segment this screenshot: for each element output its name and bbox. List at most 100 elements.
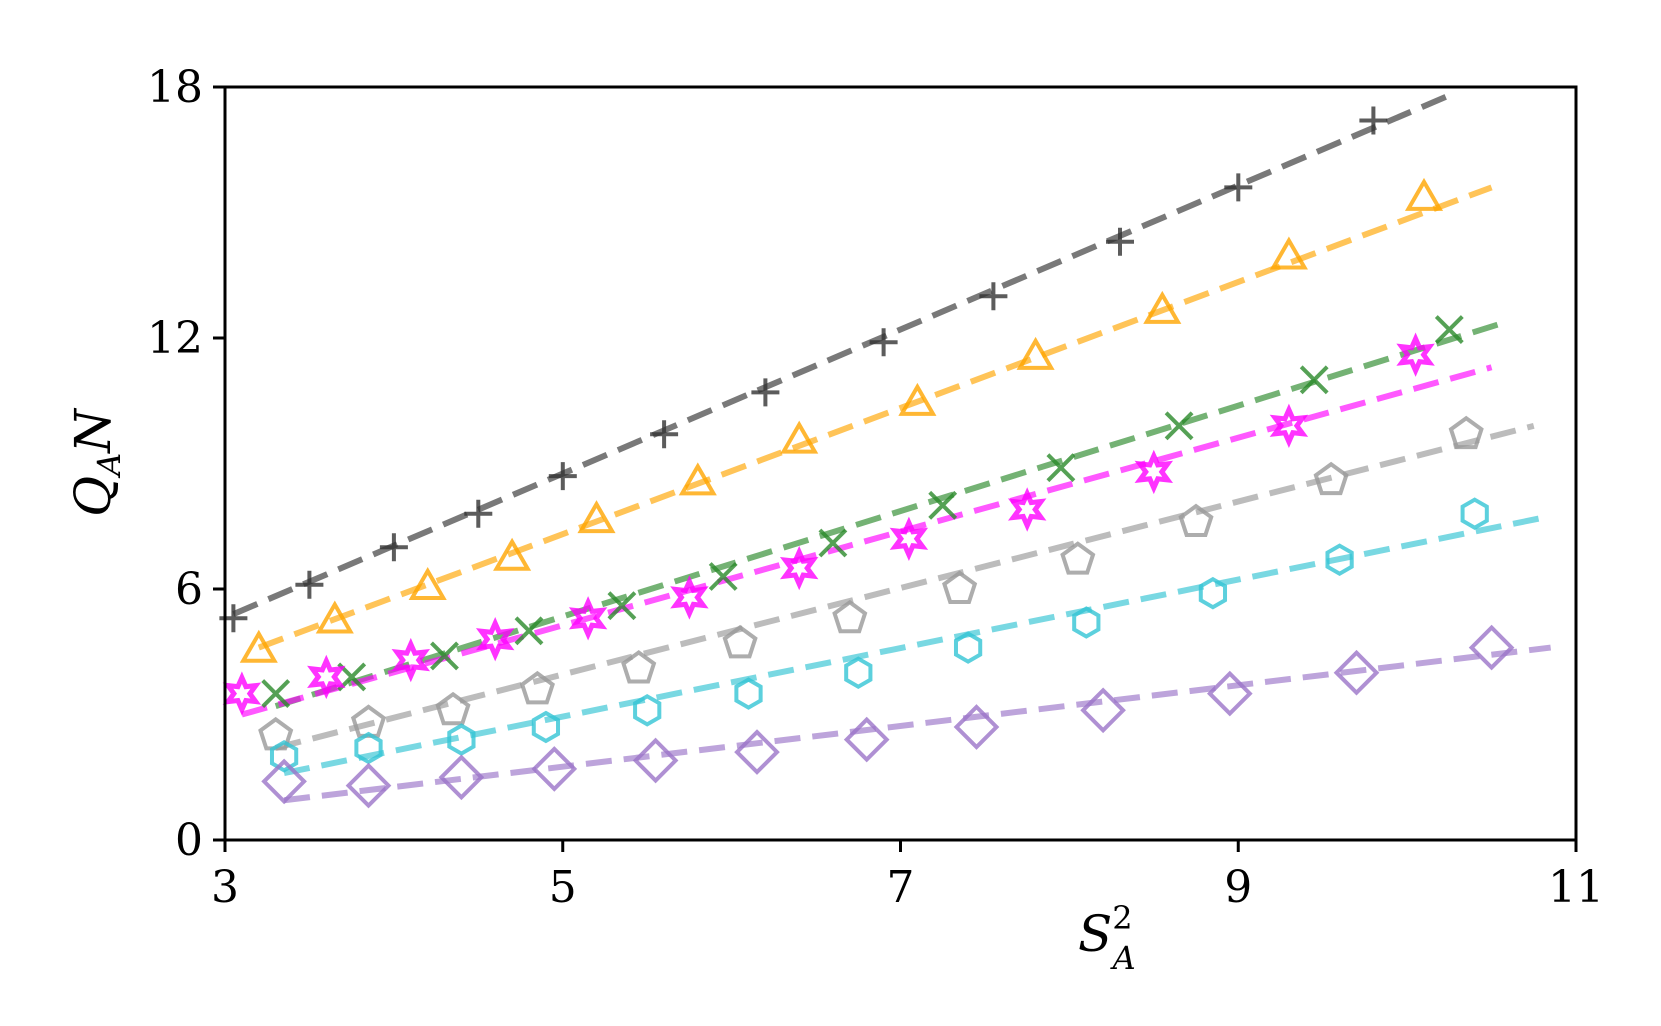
data-point-triangle — [1016, 336, 1055, 370]
pentagon-marker — [621, 650, 657, 684]
hexagon-marker — [953, 631, 983, 664]
star-marker — [670, 575, 709, 620]
x-marker — [514, 616, 544, 646]
data-point-hexagon — [1198, 576, 1228, 610]
data-point-diamond — [1468, 624, 1515, 671]
data-point-hexagon — [633, 693, 662, 727]
data-point-pentagon — [621, 650, 657, 684]
data-point-triangle — [493, 537, 532, 571]
data-point-diamond — [531, 746, 578, 792]
diamond-marker — [843, 716, 890, 763]
diamond-marker — [953, 704, 1000, 750]
pentagon-marker — [832, 599, 868, 634]
data-point-plus — [464, 499, 493, 528]
star-marker — [779, 545, 819, 591]
plus-marker — [1359, 106, 1388, 135]
diamond-marker — [438, 754, 485, 801]
triangle-marker — [408, 567, 447, 600]
data-point-plus — [379, 533, 408, 562]
fit-line-hexagon — [283, 514, 1543, 777]
data-point-triangle — [1143, 290, 1182, 324]
data-point-hexagon — [531, 710, 561, 744]
data-point-pentagon — [1060, 541, 1096, 575]
data-point-x — [1434, 315, 1464, 345]
data-point-pentagon — [832, 599, 868, 634]
x-axis-label: S2 A — [1078, 899, 1136, 977]
y-tick-label: 6 — [175, 564, 203, 615]
x-marker — [261, 679, 291, 709]
x-marker — [1434, 315, 1464, 345]
data-point-star — [779, 545, 819, 591]
x-marker — [1299, 365, 1329, 395]
data-point-pentagon — [942, 570, 978, 604]
plus-marker — [1106, 227, 1134, 256]
star-marker — [391, 637, 431, 683]
data-point-triangle — [239, 629, 278, 663]
data-point-hexagon — [1072, 606, 1101, 639]
hexagon-marker — [447, 723, 476, 756]
data-point-x — [818, 528, 848, 558]
y-tick-label: 0 — [175, 815, 203, 866]
data-point-diamond — [345, 762, 392, 809]
hexagon-marker — [269, 739, 299, 773]
triangle-marker — [1143, 290, 1182, 324]
plus-marker — [295, 570, 324, 599]
pentagon-marker — [435, 691, 471, 726]
data-point-hexagon — [1460, 497, 1489, 531]
diamond-marker — [1206, 670, 1253, 717]
triangle-marker — [1269, 236, 1308, 270]
data-point-pentagon — [519, 670, 555, 705]
data-point-star — [1134, 449, 1174, 495]
star-marker — [307, 654, 346, 700]
data-point-star — [1007, 487, 1047, 532]
data-point-pentagon — [435, 691, 471, 726]
triangle-marker — [577, 500, 616, 534]
data-point-x — [1164, 411, 1194, 441]
diamond-marker — [1333, 649, 1380, 696]
hexagon-marker — [1460, 497, 1489, 531]
data-point-triangle — [780, 420, 819, 454]
x-tick-label: 11 — [1548, 862, 1604, 913]
plus-marker — [979, 282, 1008, 311]
y-axis-label: QAN — [64, 407, 128, 517]
triangle-marker — [493, 537, 532, 571]
fit-line-pentagon — [274, 422, 1535, 751]
data-point-hexagon — [844, 656, 873, 690]
plus-marker — [548, 462, 577, 491]
diamond-marker — [1080, 687, 1126, 734]
plus-marker — [650, 420, 679, 449]
data-point-x — [514, 616, 544, 646]
data-point-plus — [650, 420, 679, 449]
data-point-star — [1269, 403, 1309, 448]
data-point-hexagon — [447, 723, 476, 756]
star-marker — [475, 617, 515, 662]
data-point-diamond — [1080, 687, 1126, 734]
data-point-diamond — [953, 704, 1000, 750]
x-axis-ticks: 3 5 7 9 11 — [211, 840, 1604, 913]
data-point-plus — [548, 462, 577, 491]
triangle-marker — [780, 420, 819, 454]
star-marker — [1269, 403, 1309, 448]
data-point-triangle — [577, 500, 616, 534]
data-point-x — [261, 679, 291, 709]
diamond-marker — [531, 746, 578, 792]
data-markers — [219, 106, 1515, 809]
plus-marker — [869, 328, 898, 357]
hexagon-marker — [1198, 576, 1228, 610]
hexagon-marker — [1072, 606, 1101, 639]
data-point-x — [1046, 453, 1076, 483]
pentagon-marker — [1313, 461, 1349, 496]
star-marker — [222, 671, 262, 716]
plus-marker — [751, 378, 780, 407]
data-point-star — [475, 617, 515, 662]
data-point-plus — [869, 328, 898, 357]
data-point-diamond — [1206, 670, 1253, 717]
x-marker — [818, 528, 848, 558]
data-point-diamond — [843, 716, 890, 763]
triangle-marker — [1404, 177, 1444, 211]
hexagon-marker — [531, 710, 561, 744]
data-point-diamond — [1333, 649, 1380, 696]
data-point-plus — [1224, 173, 1253, 202]
data-point-diamond — [261, 758, 307, 805]
